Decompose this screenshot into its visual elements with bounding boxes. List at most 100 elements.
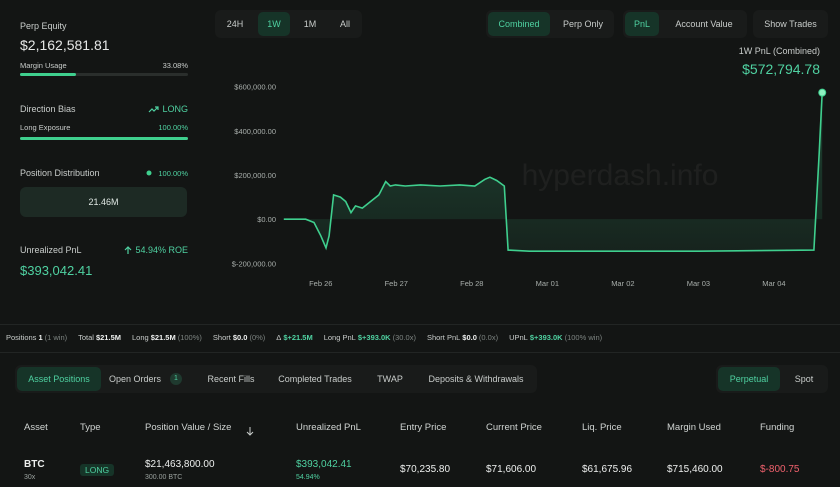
range-tabs: 24H 1W 1M All	[215, 10, 362, 38]
tab[interactable]: Deposits & Withdrawals	[428, 374, 524, 384]
view-tabs: Combined Perp Only	[486, 10, 614, 38]
stat-detail: (1 win)	[44, 333, 68, 342]
progress-bar	[20, 73, 76, 76]
column-header: Position Value / Size	[145, 422, 232, 433]
stat-label: Long PnL	[323, 333, 356, 342]
column-header: Current Price	[486, 422, 542, 433]
stats-bar: Positions 1 (1 win) Total $21.5M Long $21.5M (1…	[6, 333, 604, 342]
stat-value: $21.5M	[95, 333, 121, 342]
stat: Long PnL $+393.0K (30.0x)	[324, 333, 418, 342]
cell: $71,606.00	[486, 464, 537, 475]
label: Position Distribution	[20, 168, 100, 178]
tab[interactable]: Perp Only	[562, 19, 604, 29]
stat-detail: (30.0x)	[392, 333, 416, 342]
x-tick-label: Feb 27	[385, 279, 408, 288]
tab-active[interactable]: Asset Positions	[17, 367, 101, 391]
stat-value: $+393.0K	[357, 333, 391, 342]
column-header: Liq. Price	[582, 422, 622, 433]
cell: $70,235.80	[400, 464, 451, 475]
stat-label: Short	[212, 333, 231, 342]
stat: Total $21.5M	[78, 333, 123, 342]
tab[interactable]: TWAP	[377, 374, 403, 384]
show-trades-box: Show Trades	[753, 10, 828, 38]
stat: UPnL $+393.0K (100% win)	[509, 333, 604, 342]
divider	[0, 352, 840, 353]
tab[interactable]: Open Orders	[109, 374, 162, 384]
x-tick-label: Feb 28	[460, 279, 483, 288]
up-icon	[124, 246, 132, 254]
stat: Δ $+21.5M	[276, 333, 314, 342]
column-header: Entry Price	[400, 422, 447, 433]
tab[interactable]: All	[339, 19, 350, 29]
stat-value: $21.5M	[150, 333, 176, 342]
cell: $393,042.41	[296, 459, 352, 470]
cell-sub: 300.00 BTC	[145, 474, 183, 481]
x-tick-label: Mar 04	[762, 279, 785, 288]
label: Margin Usage	[20, 61, 67, 70]
value: 100.00%	[158, 123, 188, 132]
divider	[0, 324, 840, 325]
tab[interactable]: 24H	[226, 19, 244, 29]
stat-value: $0.0	[462, 333, 477, 342]
stat-value: 1	[38, 333, 43, 342]
tab-active[interactable]: Combined	[488, 12, 550, 36]
column-header: Unrealized PnL	[296, 422, 361, 433]
stat-detail: (100% win)	[564, 333, 603, 342]
stat-detail: (0.0x)	[478, 333, 499, 342]
chart-annotation: $572,794.78	[742, 61, 820, 77]
y-tick-label: $200,000.00	[234, 171, 276, 180]
progress-bar	[20, 137, 188, 140]
market-tabs: Perpetual Spot	[716, 365, 828, 393]
chart-title: 1W PnL (Combined)	[739, 46, 820, 56]
area-fill	[283, 92, 823, 252]
y-tick-label: $400,000.00	[234, 127, 276, 136]
tab-active[interactable]: PnL	[625, 12, 659, 36]
progress-track	[20, 73, 188, 76]
watermark: hyperdash.info	[522, 159, 719, 192]
dot	[146, 170, 152, 176]
progress-track	[20, 137, 188, 140]
y-tick-label: $600,000.00	[234, 83, 276, 92]
stat-label: Short PnL	[426, 333, 461, 342]
stat-label: Long	[132, 333, 149, 342]
stat-value: $+393.0K	[529, 333, 563, 342]
badge: 1	[170, 373, 182, 385]
table-tabs: Asset Positions Open Orders 1 Recent Fil…	[15, 365, 537, 393]
x-tick-label: Mar 02	[611, 279, 634, 288]
tab[interactable]: 1M	[303, 19, 317, 29]
label: Long Exposure	[20, 123, 71, 132]
stat: Long $21.5M (100%)	[132, 333, 204, 342]
equity-value: $2,162,581.81	[20, 37, 110, 53]
stat: Short PnL $0.0 (0.0x)	[427, 333, 500, 342]
column-header: Funding	[760, 422, 795, 433]
cell: LONG	[80, 464, 115, 476]
value: 100.00%	[158, 169, 188, 178]
stat-label: Total	[78, 333, 94, 342]
tab-active[interactable]: Perpetual	[718, 367, 780, 391]
show-trades-button[interactable]: Show Trades	[764, 19, 817, 29]
trend-icon	[148, 106, 159, 113]
roe: 54.94% ROE	[135, 245, 188, 255]
chart: hyperdash.info 1W PnL (Combined) $572,79…	[232, 46, 827, 288]
x-tick-label: Mar 03	[687, 279, 710, 288]
column-header: Type	[80, 422, 101, 433]
end-marker	[818, 88, 827, 97]
upnl-value: $393,042.41	[20, 263, 93, 278]
stat-value: $0.0	[232, 333, 248, 342]
cell: $-800.75	[760, 464, 800, 475]
stat-detail: (100%)	[177, 333, 202, 342]
tab[interactable]: Completed Trades	[278, 374, 352, 384]
tab-active[interactable]: 1W	[258, 12, 290, 36]
x-tick-label: Feb 26	[309, 279, 332, 288]
tab[interactable]: Account Value	[675, 19, 733, 29]
tab[interactable]: Spot	[794, 374, 814, 384]
stat-label: Δ	[276, 333, 282, 342]
stat-value: $+21.5M	[283, 333, 313, 342]
column-header: Margin Used	[667, 422, 721, 433]
cell-sub: 54.94%	[296, 474, 320, 481]
stat-detail: (0%)	[249, 333, 266, 342]
tab[interactable]: Recent Fills	[207, 374, 255, 384]
label: Perp Equity	[20, 21, 67, 31]
cell-sub: 30x	[24, 474, 36, 481]
stat-label: Positions	[6, 333, 37, 342]
